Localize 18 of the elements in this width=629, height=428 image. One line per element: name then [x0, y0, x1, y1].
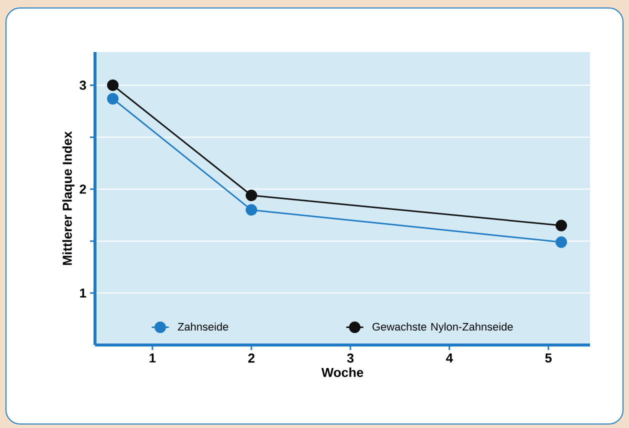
x-tick-label: 2 — [248, 354, 255, 363]
legend-label: Zahnseide — [178, 322, 228, 331]
point — [246, 190, 258, 202]
point — [107, 93, 119, 104]
point — [107, 79, 119, 91]
y-tick-label: 2 — [80, 184, 86, 194]
y-tick-label: 1 — [80, 288, 86, 298]
x-tick-label: 4 — [446, 354, 453, 362]
y-axis-title: Mittlerer Plaque Index — [62, 131, 74, 265]
x-tick-label: 3 — [347, 354, 354, 363]
point — [246, 204, 258, 216]
x-tick-label: 1 — [150, 354, 156, 362]
x-tick-label: 5 — [545, 354, 552, 363]
y-tick-label: 3 — [80, 80, 86, 90]
x-axis-title: Woche — [321, 368, 364, 378]
legend-label: Gewachste Nylon-Zahnseide — [372, 322, 513, 333]
point — [556, 236, 568, 248]
point — [556, 220, 568, 232]
